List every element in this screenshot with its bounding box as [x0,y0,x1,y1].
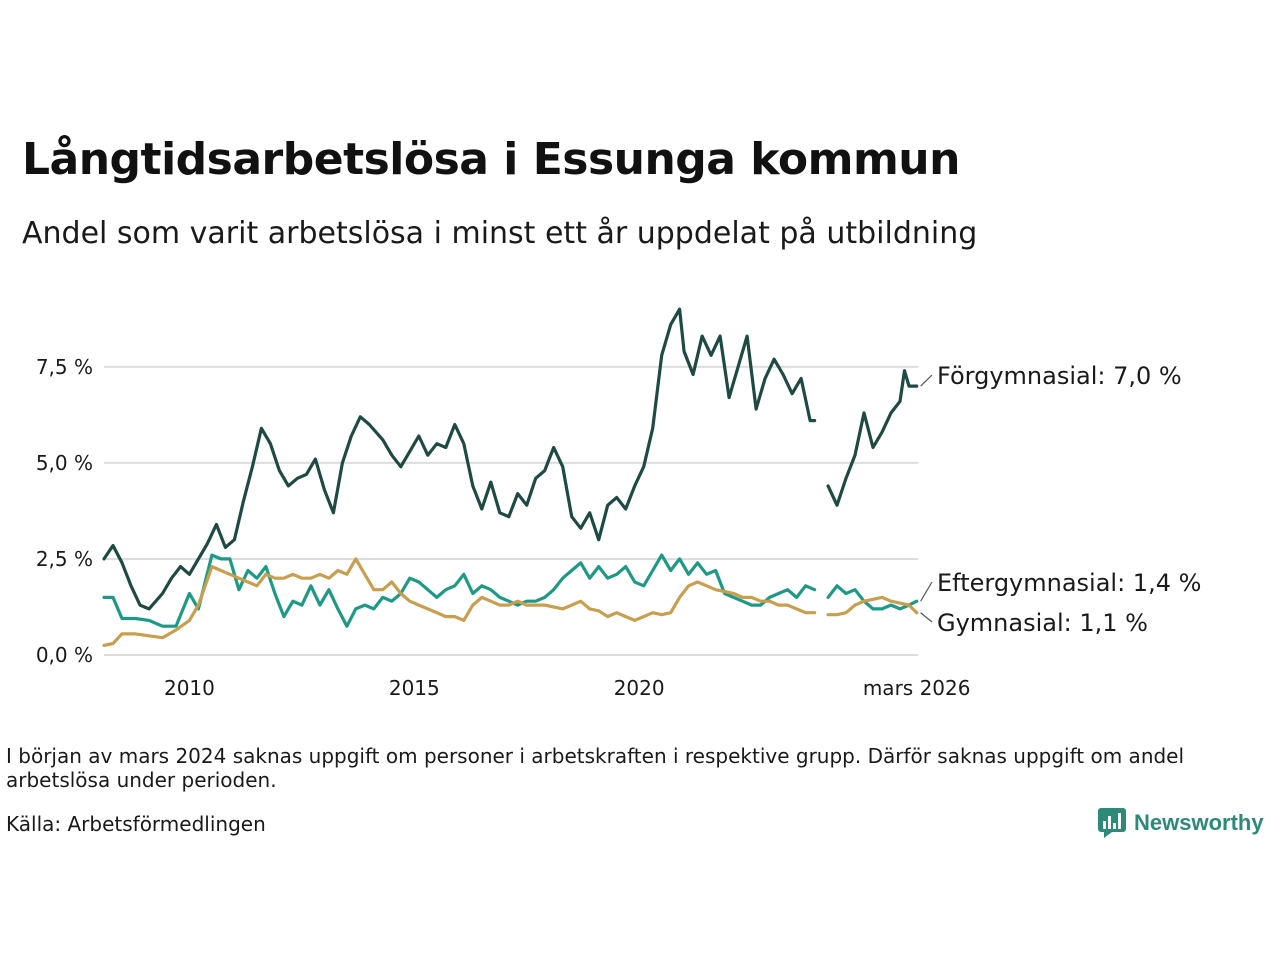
x-tick-label: 2010 [164,676,215,700]
grid-lines [104,365,918,656]
x-axis-labels: 2010 2015 2020 mars 2026 [164,676,970,700]
end-label-eftergymnasial: Eftergymnasial: 1,4 % [937,569,1201,597]
series-line-eftergymnasial [102,553,817,628]
series-line-gymnasial [102,557,817,647]
x-tick-label: 2015 [389,676,440,700]
bar-chart-logo-icon [1098,808,1126,838]
y-tick-label: 0,0 % [36,643,93,667]
y-tick-label: 7,5 % [36,355,93,379]
y-tick-label: 2,5 % [36,547,93,571]
line-chart: 0,0 % 2,5 % 5,0 % 7,5 % 2010 2015 2020 mars 20… [36,307,1201,700]
series-line-eftergymnasial [826,584,919,611]
y-axis-labels: 0,0 % 2,5 % 5,0 % 7,5 % [36,355,93,667]
x-tick-label: 2020 [614,676,665,700]
series-line-förgymnasial [826,369,919,507]
x-tick-label: mars 2026 [863,676,971,700]
newsworthy-logo[interactable]: Newsworthy [1098,806,1264,840]
y-tick-label: 5,0 % [36,451,93,475]
series-line-förgymnasial [102,307,817,611]
end-label-leader [920,374,933,387]
end-label-leader [920,581,933,602]
source-text: Källa: Arbetsförmedlingen [6,812,266,836]
end-label-gymnasial: Gymnasial: 1,1 % [937,609,1148,637]
brand-name: Newsworthy [1134,810,1264,835]
end-labels: Förgymnasial: 7,0 % Eftergymnasial: 1,4 %… [920,362,1201,637]
chart-title: Långtidsarbetslösa i Essunga kommun [22,134,960,185]
footnote: I början av mars 2024 saknas uppgift om … [6,744,1185,792]
end-label-leader [920,612,933,623]
series-line-gymnasial [826,595,919,617]
series-lines [102,307,919,647]
chart-subtitle: Andel som varit arbetslösa i minst ett å… [22,216,978,251]
end-label-förgymnasial: Förgymnasial: 7,0 % [937,362,1182,390]
